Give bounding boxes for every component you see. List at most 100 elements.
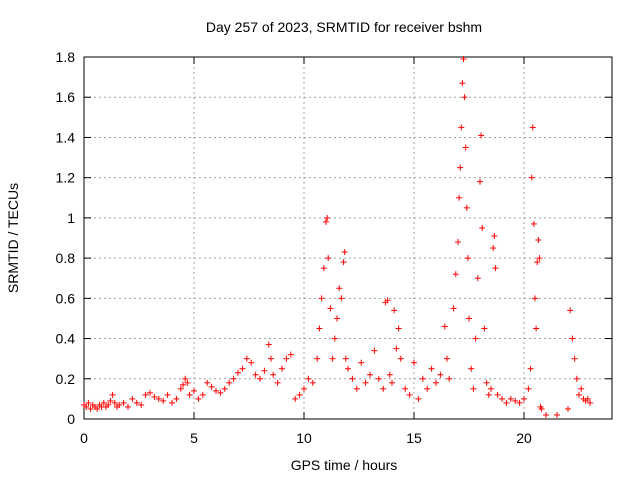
y-tick-label: 0.4 (56, 331, 76, 347)
data-point (472, 335, 479, 342)
data-point (483, 379, 490, 386)
data-point (521, 395, 527, 402)
data-point (160, 397, 167, 404)
data-point (464, 255, 471, 262)
data-point (120, 399, 127, 406)
data-point (576, 391, 582, 398)
plot-frame (83, 56, 613, 420)
data-point (533, 325, 540, 332)
data-point (587, 399, 593, 406)
data-point (386, 371, 393, 378)
data-point (538, 405, 545, 412)
data-point (180, 381, 186, 388)
data-point (534, 259, 541, 266)
data-point (230, 375, 237, 382)
data-point (499, 395, 505, 402)
y-tick-label: 1.4 (56, 129, 76, 145)
x-tick-label: 20 (516, 430, 532, 446)
data-point (195, 395, 202, 402)
data-point (169, 399, 175, 406)
data-point (182, 375, 189, 382)
data-point (507, 395, 514, 402)
data-point (389, 379, 395, 386)
data-point (301, 385, 307, 392)
data-point (243, 355, 250, 362)
data-point (292, 395, 299, 402)
data-point (305, 375, 312, 382)
data-point (491, 232, 498, 239)
data-point (362, 379, 369, 386)
data-point (338, 295, 345, 302)
data-point (257, 375, 263, 382)
data-point (358, 359, 365, 366)
data-point (184, 379, 191, 386)
data-point (138, 401, 145, 408)
data-point (353, 385, 360, 392)
data-point (248, 359, 255, 366)
data-point (474, 275, 481, 282)
data-point (391, 307, 398, 314)
data-point (571, 355, 578, 362)
data-point (217, 389, 224, 396)
data-point (535, 237, 542, 244)
data-point (567, 307, 574, 314)
data-point (516, 399, 523, 406)
data-point (268, 355, 274, 362)
data-point (528, 174, 535, 181)
data-point (530, 220, 537, 227)
grid (84, 57, 612, 419)
y-tick-label: 0.8 (56, 250, 76, 266)
data-point (458, 124, 465, 131)
data-point (323, 218, 329, 225)
data-point (424, 385, 431, 392)
data-point (536, 255, 543, 262)
data-point (279, 365, 285, 372)
data-point (380, 385, 387, 392)
axis-ticks: 0 0.2 0.4 0.6 0.8 1 1.2 1.4 1.6 1.8 0 5 10 15 20 (56, 49, 612, 446)
data-point (488, 385, 494, 392)
data-point (428, 365, 435, 372)
data-point (490, 245, 497, 252)
data-point (85, 399, 92, 406)
data-point (316, 325, 323, 332)
data-point (456, 194, 463, 201)
data-point (204, 379, 211, 386)
data-point (208, 383, 215, 390)
data-point (226, 379, 233, 386)
data-point (565, 405, 571, 412)
data-point (213, 387, 219, 394)
data-point (503, 399, 510, 406)
data-point (433, 379, 439, 386)
data-point (554, 411, 560, 418)
data-point (402, 385, 409, 392)
data-point (341, 249, 348, 256)
data-point (296, 391, 303, 398)
data-point (325, 255, 332, 262)
data-point (173, 395, 180, 402)
data-point (345, 365, 351, 372)
data-point (485, 391, 492, 398)
y-tick-label: 1.8 (56, 49, 76, 65)
data-point (375, 375, 382, 382)
data-point (177, 385, 184, 392)
data-point (199, 391, 206, 398)
x-tick-label: 10 (296, 430, 312, 446)
data-point (460, 56, 467, 63)
y-tick-label: 0.6 (56, 290, 76, 306)
data-point (109, 391, 116, 398)
data-point (336, 285, 343, 292)
data-point (569, 335, 576, 342)
data-point (525, 385, 532, 392)
data-point (437, 371, 444, 378)
data-point (329, 355, 336, 362)
data-point (450, 305, 457, 312)
chart-title: Day 257 of 2023, SRMTID for receiver bsh… (206, 19, 482, 35)
data-point (107, 397, 114, 404)
data-point (270, 371, 277, 378)
data-point (529, 124, 536, 131)
data-point (116, 401, 123, 408)
data-point (446, 375, 453, 382)
data-point (164, 391, 171, 398)
data-point (221, 385, 228, 392)
data-point (191, 387, 197, 394)
